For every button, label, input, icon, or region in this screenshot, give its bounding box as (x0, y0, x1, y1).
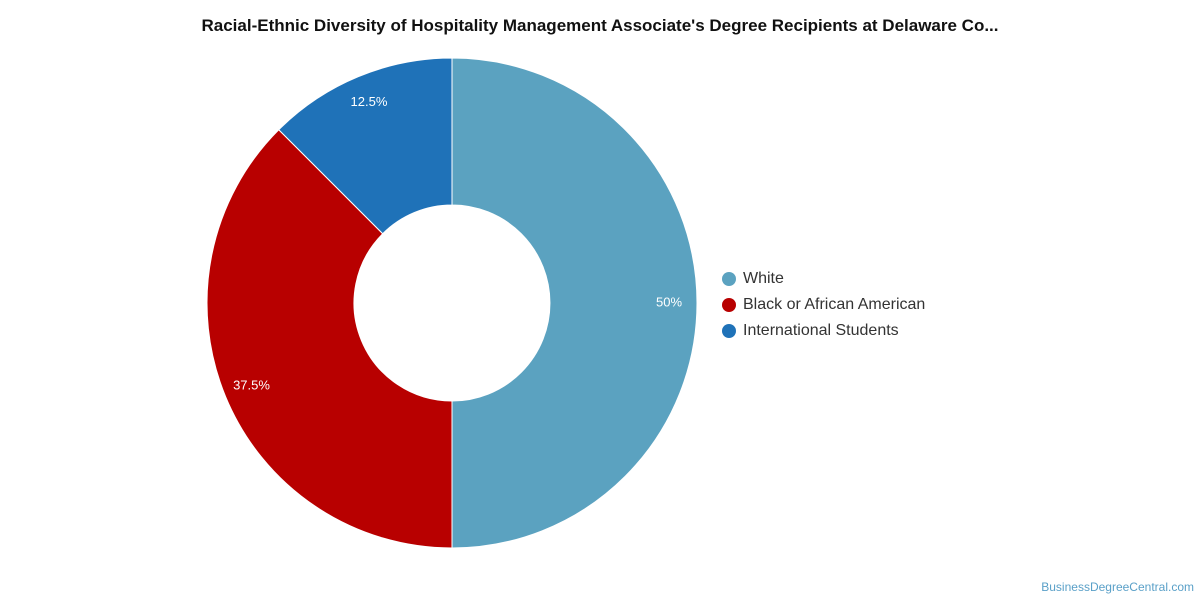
donut-slices (206, 57, 698, 549)
legend-item[interactable]: International Students (722, 318, 925, 344)
slice-value-label: 50% (656, 294, 682, 309)
source-watermark[interactable]: BusinessDegreeCentral.com (1041, 580, 1194, 594)
slice-value-label: 37.5% (233, 377, 270, 392)
donut-slice-white[interactable] (451, 57, 698, 549)
legend-item[interactable]: White (722, 266, 925, 292)
legend-label: White (743, 270, 784, 287)
donut-slice-international-students[interactable] (278, 57, 453, 235)
legend-label: Black or African American (743, 296, 926, 313)
legend-swatch-icon (722, 272, 736, 286)
chart-legend: White Black or African American Internatio… (722, 266, 925, 344)
chart-title: Racial-Ethnic Diversity of Hospitality M… (201, 16, 999, 35)
legend-swatch-icon (722, 324, 736, 338)
slice-value-label: 12.5% (351, 94, 388, 109)
legend-item[interactable]: Black or African American (722, 292, 925, 318)
legend-label: International Students (743, 322, 899, 339)
legend-swatch-icon (722, 298, 736, 312)
donut-slice-black-or-african-american[interactable] (206, 129, 453, 549)
donut-labels: 50% 37.5% 12.5% (233, 94, 682, 393)
